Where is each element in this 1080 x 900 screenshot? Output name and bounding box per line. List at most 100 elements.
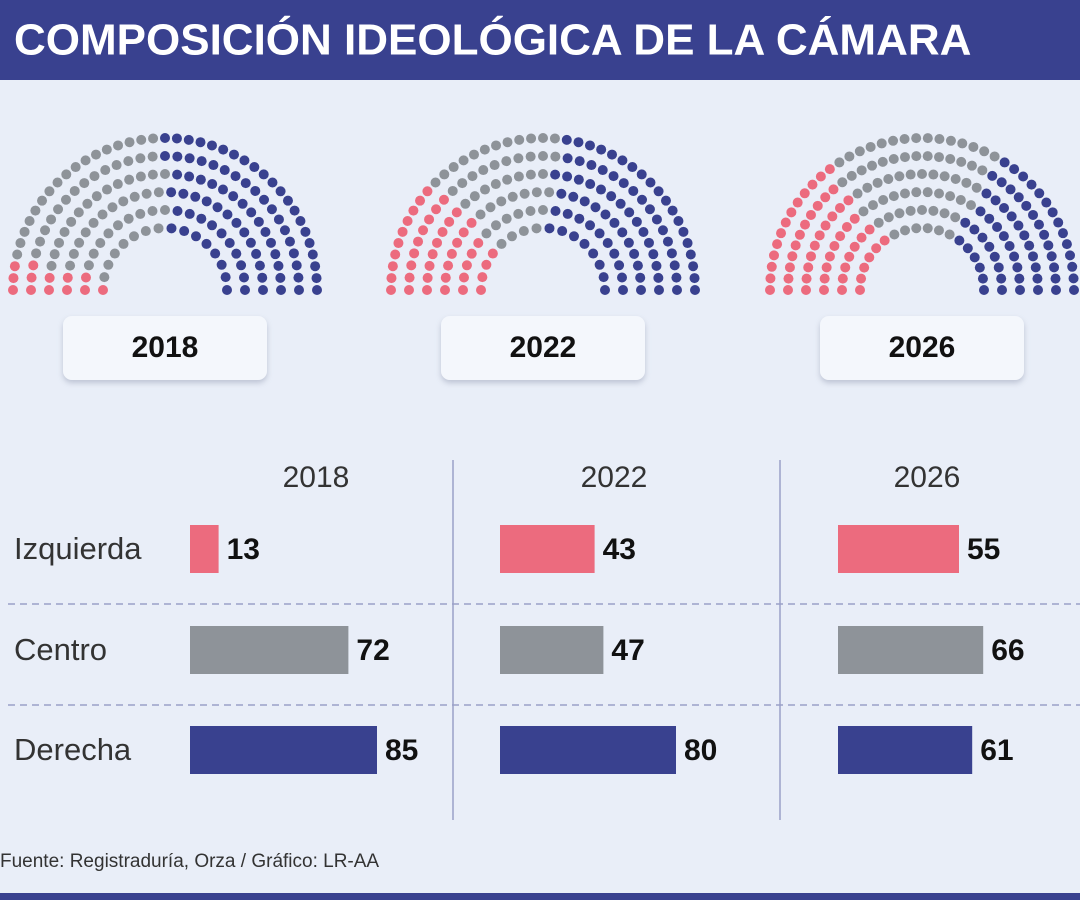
seat	[812, 200, 823, 211]
seat	[61, 169, 72, 180]
seat	[74, 237, 85, 248]
seat	[481, 259, 492, 270]
seat	[100, 165, 111, 176]
seat	[230, 171, 241, 182]
seat	[989, 151, 1000, 162]
seat	[257, 272, 268, 283]
seat	[550, 151, 561, 162]
seat	[513, 171, 524, 182]
seat	[1065, 250, 1076, 261]
seat	[212, 202, 223, 213]
seat	[969, 224, 980, 235]
seat	[682, 238, 693, 249]
value-label: 43	[603, 533, 636, 566]
seat	[519, 188, 530, 199]
seat	[206, 140, 217, 151]
seat	[821, 262, 832, 273]
seat	[653, 272, 664, 283]
seat	[201, 196, 212, 207]
seat	[219, 165, 230, 176]
seat	[1012, 262, 1023, 273]
seat	[473, 237, 484, 248]
seat	[636, 285, 646, 295]
seat	[191, 231, 201, 242]
seat	[844, 151, 855, 162]
seat	[258, 169, 269, 180]
seat	[452, 237, 463, 248]
seat	[111, 160, 122, 171]
seat	[112, 179, 123, 190]
seat	[792, 197, 803, 208]
seat	[678, 226, 689, 237]
seat	[49, 249, 60, 260]
seat	[531, 187, 542, 198]
seat	[911, 187, 922, 198]
seat	[60, 194, 71, 205]
seat-group	[12, 133, 170, 283]
seat	[253, 216, 264, 227]
value-label: 80	[684, 734, 717, 767]
seat	[573, 174, 584, 185]
seat	[266, 204, 277, 215]
column-header: 2026	[894, 461, 961, 494]
seat	[975, 206, 986, 217]
seat	[439, 169, 450, 180]
seat	[1018, 171, 1029, 182]
seat	[62, 272, 73, 283]
seat	[966, 200, 976, 211]
seat	[776, 228, 787, 239]
seat	[80, 155, 91, 166]
year-label: 2022	[510, 331, 577, 364]
seat	[999, 202, 1010, 213]
seat	[783, 273, 794, 284]
seat	[979, 146, 990, 157]
seat	[160, 151, 170, 161]
seat	[1050, 273, 1061, 284]
seat	[501, 213, 512, 224]
seat	[824, 251, 835, 262]
seat	[258, 285, 268, 295]
seat	[229, 149, 240, 160]
seat	[803, 262, 814, 273]
seat	[190, 191, 201, 202]
seat	[574, 213, 585, 224]
seat	[867, 160, 878, 171]
seat	[944, 229, 955, 240]
seat	[99, 272, 110, 283]
seat	[147, 169, 158, 180]
seat	[772, 239, 783, 250]
value-label: 47	[611, 634, 644, 667]
seat	[849, 213, 860, 224]
seat	[513, 208, 524, 219]
seat-group	[834, 133, 1000, 240]
seat	[249, 162, 260, 173]
seat	[667, 205, 678, 216]
seat	[44, 272, 55, 283]
seat	[939, 208, 950, 219]
seat	[597, 165, 608, 176]
seat	[660, 195, 671, 206]
seat	[945, 135, 956, 146]
seat	[607, 149, 618, 160]
seat	[135, 208, 146, 219]
seat	[999, 157, 1010, 168]
seat	[883, 212, 894, 223]
seat	[224, 237, 235, 248]
seat	[183, 134, 194, 145]
seat	[514, 134, 525, 145]
seat	[961, 177, 972, 188]
seat	[44, 186, 55, 197]
seat	[386, 285, 396, 295]
seat	[239, 272, 250, 283]
seat	[265, 237, 276, 248]
seat	[538, 169, 548, 179]
seat	[1033, 285, 1043, 295]
seat	[443, 260, 454, 271]
seat	[636, 169, 647, 180]
seat-group	[8, 260, 108, 295]
seat	[397, 226, 408, 237]
seat	[1014, 273, 1025, 284]
seat	[645, 177, 656, 188]
bar	[190, 626, 349, 674]
seat	[102, 184, 112, 195]
